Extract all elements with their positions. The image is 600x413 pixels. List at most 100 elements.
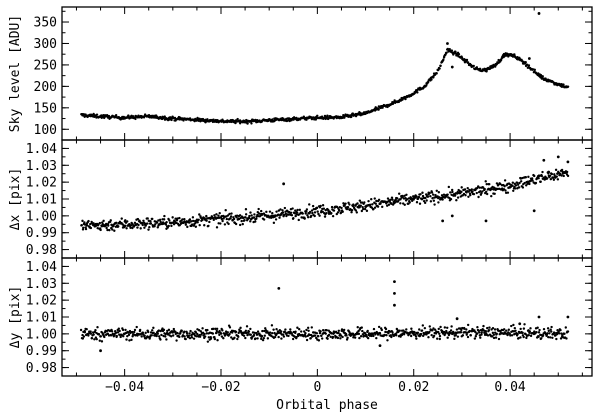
data-point	[446, 336, 449, 339]
data-point	[234, 330, 238, 333]
data-point	[119, 335, 122, 339]
data-point	[323, 215, 327, 218]
data-point	[423, 201, 427, 205]
data-point	[318, 214, 321, 217]
data-point	[407, 197, 411, 200]
data-point	[170, 224, 173, 228]
data-point	[100, 225, 104, 228]
data-point	[146, 222, 149, 225]
data-point	[491, 331, 495, 335]
y-tick-label: 0.99	[26, 344, 57, 359]
data-point	[542, 327, 546, 331]
data-point	[547, 329, 550, 333]
data-point	[475, 332, 479, 335]
data-point	[523, 181, 526, 185]
data-point	[244, 213, 248, 216]
data-point	[116, 331, 120, 334]
data-point	[296, 208, 299, 212]
data-point	[418, 328, 421, 331]
data-point	[158, 218, 162, 222]
data-point	[504, 189, 507, 192]
data-point	[419, 332, 423, 336]
y-axis-label: Δy [pix]	[8, 286, 23, 349]
data-point	[410, 330, 414, 333]
data-point	[248, 214, 251, 218]
data-point	[339, 337, 342, 340]
data-point	[241, 222, 244, 226]
data-point	[203, 332, 206, 336]
data-point	[557, 330, 560, 333]
panel-frame	[61, 257, 593, 377]
data-point	[194, 225, 198, 228]
data-point	[125, 338, 128, 341]
data-point	[549, 177, 553, 181]
data-point	[82, 226, 85, 229]
data-point	[449, 197, 453, 201]
data-point	[148, 226, 151, 229]
data-point	[290, 332, 293, 335]
data-point	[295, 211, 299, 214]
data-point	[550, 330, 553, 333]
data-point	[244, 329, 248, 333]
data-point	[236, 117, 239, 121]
data-point	[153, 225, 156, 228]
data-point	[535, 331, 538, 334]
data-point	[446, 193, 449, 196]
data-point	[442, 58, 445, 61]
data-point	[513, 187, 517, 190]
data-point	[296, 334, 300, 338]
data-point	[107, 224, 110, 227]
data-point	[133, 328, 137, 332]
data-point	[305, 338, 309, 342]
data-point	[373, 206, 377, 209]
data-point	[426, 81, 430, 84]
data-point	[289, 328, 292, 331]
data-point	[104, 222, 108, 226]
data-point	[176, 331, 179, 335]
data-point	[552, 178, 556, 182]
data-point	[183, 330, 186, 333]
data-point	[482, 324, 485, 328]
data-point	[532, 209, 536, 213]
data-point	[127, 114, 130, 117]
data-point	[483, 187, 486, 191]
data-point	[304, 335, 307, 338]
data-point	[474, 335, 478, 338]
data-point	[298, 208, 301, 212]
data-point	[207, 336, 211, 339]
data-point	[469, 193, 472, 197]
data-point	[205, 219, 208, 222]
data-point	[206, 118, 209, 121]
data-point	[353, 336, 357, 339]
data-point	[502, 328, 506, 331]
data-point	[261, 338, 265, 342]
data-point	[266, 337, 270, 340]
data-point	[390, 196, 394, 199]
data-point	[216, 339, 219, 342]
data-point	[459, 331, 463, 334]
data-point	[499, 182, 502, 186]
data-point	[521, 186, 525, 189]
data-point	[364, 333, 368, 336]
data-point	[256, 214, 260, 218]
data-point	[471, 190, 474, 193]
data-point	[155, 221, 159, 224]
data-point	[217, 214, 220, 217]
data-point	[484, 330, 488, 333]
data-point	[155, 334, 158, 338]
data-point	[451, 190, 454, 194]
data-point	[479, 190, 482, 193]
data-point	[252, 333, 256, 337]
data-point	[143, 334, 146, 337]
data-point	[317, 212, 320, 216]
data-point	[366, 329, 369, 333]
data-point	[254, 220, 257, 223]
data-point	[430, 191, 434, 194]
data-point	[128, 222, 131, 226]
data-point	[95, 113, 99, 116]
data-point	[271, 118, 274, 121]
data-point	[557, 332, 561, 335]
data-point	[547, 335, 550, 339]
data-point	[387, 331, 390, 335]
